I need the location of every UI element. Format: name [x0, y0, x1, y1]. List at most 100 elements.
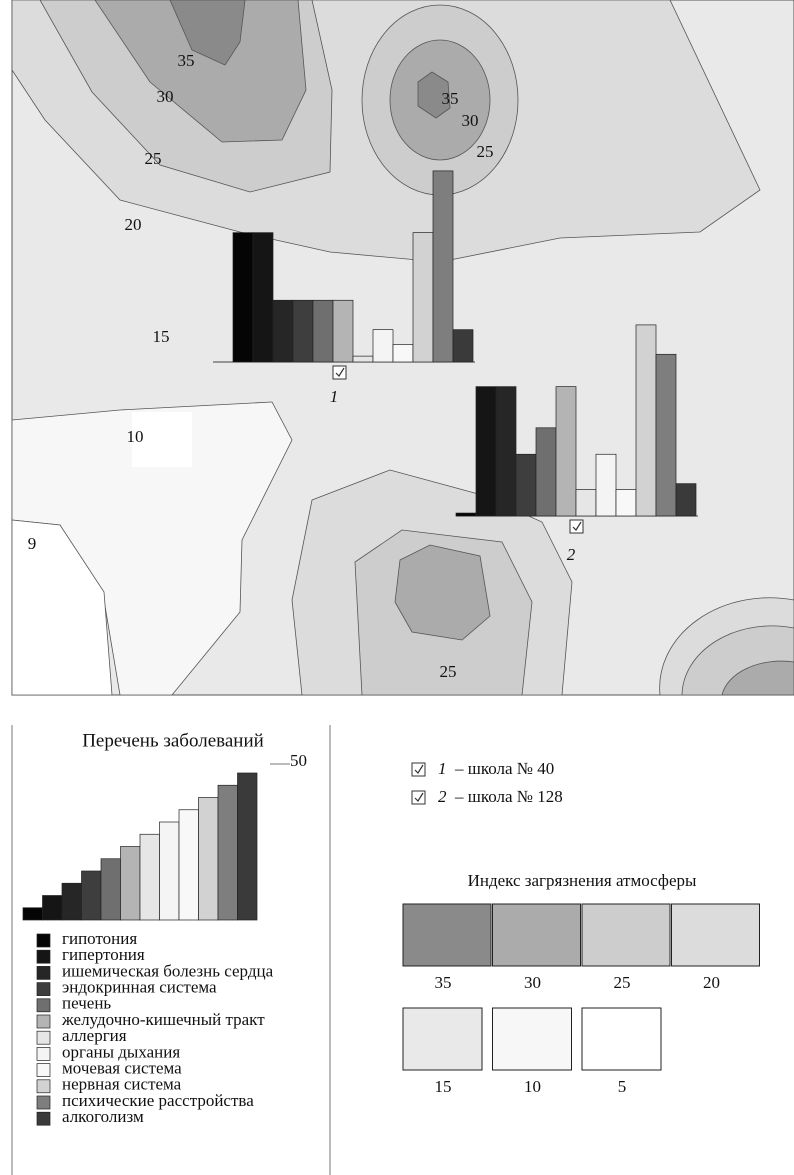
legend-label: психические расстройства [62, 1091, 254, 1110]
legend-step [81, 870, 102, 921]
scale-max-label: 50 [290, 751, 307, 770]
pollution-swatch [581, 1007, 662, 1071]
legend-label: мочевая система [62, 1059, 182, 1078]
bar [272, 299, 294, 363]
legend-label: гипотония [62, 929, 137, 948]
pollution-swatch [492, 1007, 572, 1071]
legend-swatch [36, 966, 51, 980]
checkbox-tick [414, 764, 424, 774]
bar [675, 483, 697, 517]
legend-step [217, 784, 238, 921]
bar [292, 299, 314, 363]
zone-35 [417, 71, 451, 119]
checkbox-icon [569, 519, 584, 534]
checkbox-icon [332, 365, 347, 380]
bar [575, 489, 597, 517]
legend-step [159, 821, 180, 921]
legend-swatch [36, 1079, 51, 1094]
pollution-swatch [671, 903, 760, 967]
legend-label: ишемическая болезнь сердца [62, 961, 274, 980]
contour-label: 10 [127, 427, 144, 446]
legend-label: эндокринная система [62, 978, 217, 997]
bar [332, 299, 354, 363]
school-legend-label: – школа № 40 [454, 759, 554, 778]
legend-swatch [36, 949, 51, 964]
legend-swatch [36, 1014, 51, 1029]
contour-label: 20 [125, 215, 142, 234]
label-backdrop [132, 412, 192, 467]
legend-label: печень [62, 994, 111, 1013]
zone-9 [11, 519, 113, 696]
checkbox-tick [335, 367, 345, 377]
legend-swatch [36, 1111, 51, 1126]
bar [392, 344, 414, 363]
bar [595, 453, 617, 517]
legend-title: Перечень заболеваний [82, 730, 264, 751]
legend-swatch [36, 1047, 51, 1061]
bar [452, 329, 474, 363]
legend-step [100, 858, 121, 921]
pollution-legend: 35 30 25 20 15 10 5 [402, 903, 760, 1096]
school-legend-number: 2 [438, 787, 447, 806]
map [11, 0, 794, 696]
legend-label: алкоголизм [62, 1107, 144, 1126]
bar [312, 299, 334, 363]
bar [232, 232, 254, 363]
contour-label: 35 [178, 51, 195, 70]
legend-swatch [36, 933, 51, 948]
pollution-label: 35 [435, 973, 452, 992]
pollution-label: 30 [524, 973, 541, 992]
bar [555, 386, 577, 517]
legend-step [178, 809, 199, 921]
pollution-label: 15 [435, 1077, 452, 1096]
pollution-swatch [402, 1007, 483, 1071]
bar [252, 232, 274, 363]
checkbox-tick [572, 521, 582, 531]
contour-label: 25 [440, 662, 457, 681]
legend-step [22, 907, 43, 921]
pollution-label: 5 [618, 1077, 627, 1096]
pollution-label: 10 [524, 1077, 541, 1096]
zone-30 [394, 544, 491, 641]
legend-step [139, 833, 160, 921]
pollution-swatch [581, 903, 671, 967]
legend-step [237, 772, 258, 921]
school-legend-label: – школа № 128 [454, 787, 563, 806]
pollution-label: 20 [703, 973, 720, 992]
contour-label: 9 [28, 534, 37, 553]
contour-label: 30 [157, 87, 174, 106]
legend-label: желудочно-кишечный тракт [61, 1010, 265, 1029]
contour-label: 35 [442, 89, 459, 108]
legend-swatch [36, 998, 51, 1013]
school-number: 1 [330, 387, 339, 406]
legend-swatch [36, 982, 51, 996]
bar [535, 427, 557, 517]
legend-label: гипертония [62, 945, 145, 964]
legend-step [61, 882, 82, 921]
pollution-label: 25 [614, 973, 631, 992]
school-number: 2 [567, 545, 576, 564]
legend-swatch [36, 1030, 51, 1045]
bar [515, 453, 537, 517]
legend-swatch [36, 1095, 51, 1110]
bar [352, 355, 374, 363]
bar [475, 386, 497, 517]
bar [432, 170, 454, 363]
bar [655, 353, 677, 517]
school-charts: 1 1 – школа № 40 2 2 – школа № 128 [213, 170, 698, 806]
bar [455, 512, 477, 517]
legend-label: нервная система [62, 1075, 182, 1094]
bar [495, 386, 517, 517]
zone-35 [169, 0, 246, 66]
contour-label: 25 [477, 142, 494, 161]
contour-label: 15 [153, 327, 170, 346]
legend-label: органы дыхания [62, 1042, 180, 1061]
pollution-swatch [492, 903, 581, 967]
legend-step [198, 797, 219, 921]
legend-step [42, 895, 63, 921]
legend-step [120, 846, 141, 921]
